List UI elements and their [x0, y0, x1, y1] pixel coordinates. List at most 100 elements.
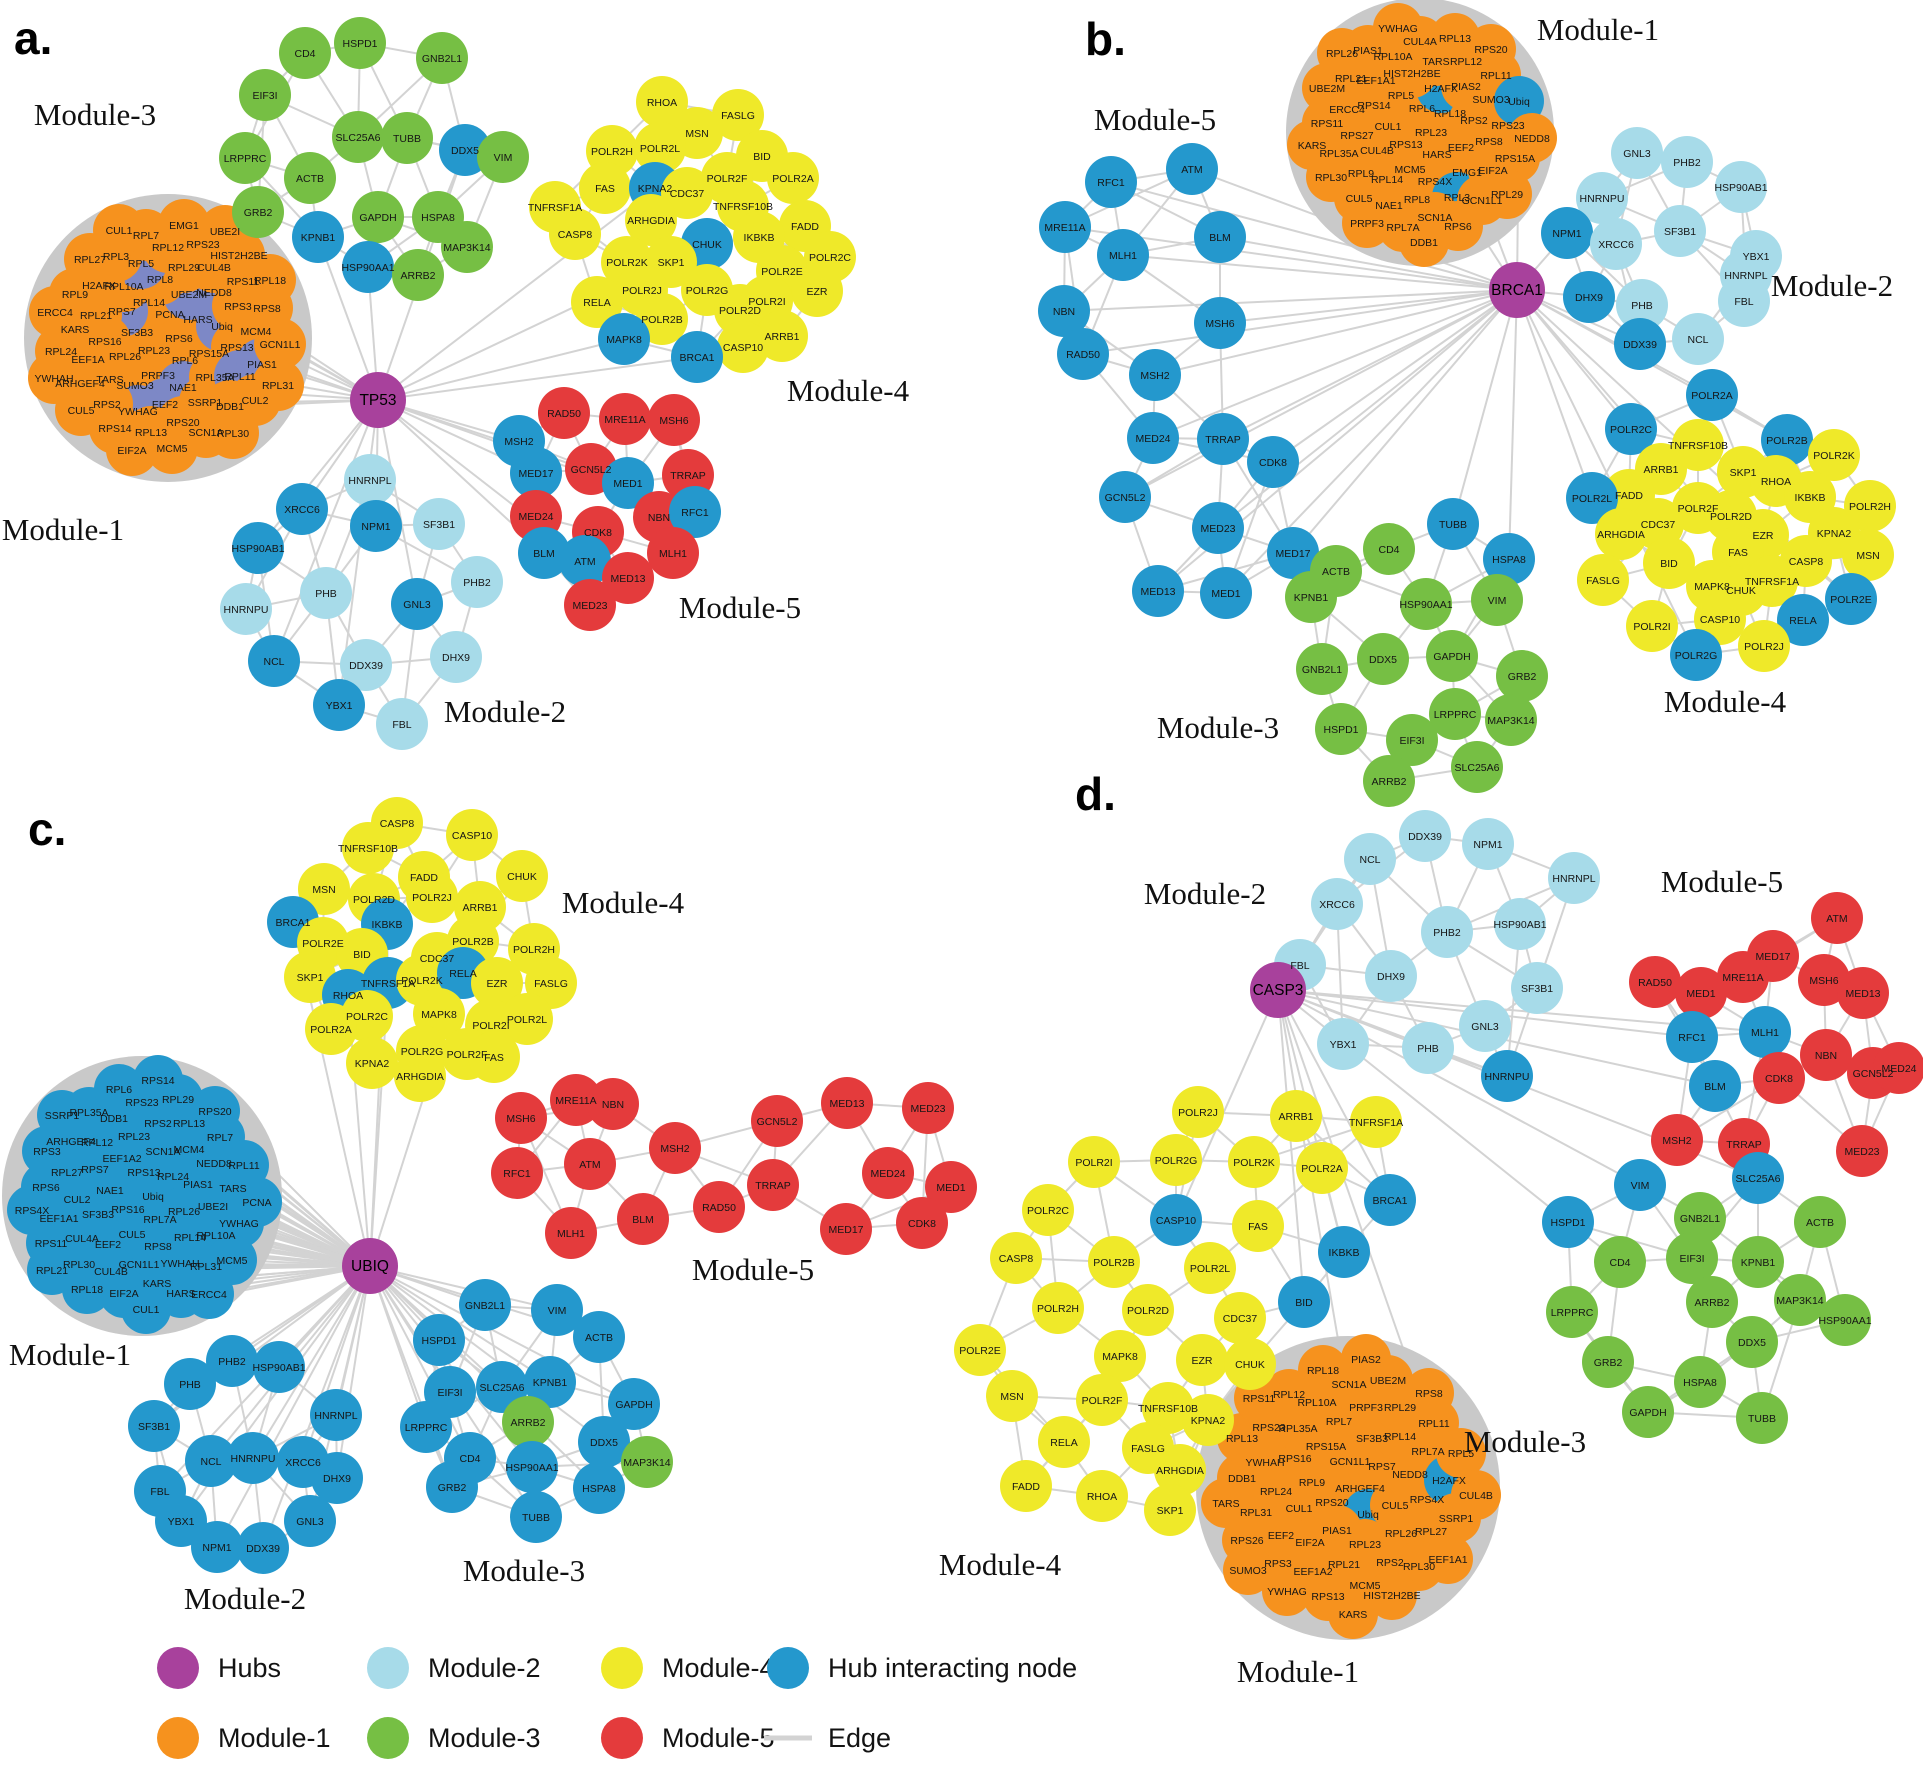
- labels-layer: CD4 HSPD1 GNB2L1 EIF3I SLC25A6 TUBB DDX5 VIM LRP…: [2, 12, 1917, 1689]
- node-RPL26: [1317, 28, 1367, 78]
- node-NCL: [185, 1435, 237, 1487]
- node-POLR2L: [1566, 472, 1618, 524]
- node-GNB2L1: [1296, 643, 1348, 695]
- hub-edge: [1292, 289, 1518, 554]
- node-DDX39: [340, 639, 392, 691]
- node-ARRB1: [756, 310, 808, 362]
- node-label: RPL12: [1273, 1389, 1305, 1401]
- node-label: H2AFX: [82, 280, 116, 292]
- node-label: PIAS2: [1451, 81, 1481, 93]
- node-CASP10: [1150, 1194, 1202, 1246]
- node-TNFRSF1A: [1350, 1096, 1402, 1148]
- node-label: ACTB: [1806, 1217, 1834, 1229]
- node-label: TARS: [1422, 56, 1449, 68]
- node-MED13: [821, 1077, 873, 1129]
- node-POLR2J: [406, 871, 458, 923]
- node-label: KPNB1: [1294, 592, 1329, 604]
- node-label: POLR2E: [1830, 594, 1871, 606]
- node-YWHAG: [1262, 1566, 1312, 1616]
- node-label: TARS: [219, 1183, 246, 1195]
- node-label: FAS: [595, 183, 615, 195]
- node-CHUK: [1224, 1338, 1276, 1390]
- node-label: NBN: [602, 1099, 624, 1111]
- node-label: RPL10A: [1297, 1397, 1336, 1409]
- hub-edge: [369, 1265, 635, 1405]
- node-label: CUL5: [1382, 1500, 1409, 1512]
- node-label: HSPA8: [1492, 554, 1526, 566]
- node-label: PHB2: [1433, 927, 1461, 939]
- legend-item-Hubs: Hubs: [157, 1647, 281, 1689]
- node-RHOA: [636, 76, 688, 128]
- node-label: SKP1: [1157, 1505, 1184, 1517]
- legend-item-Module-2: Module-2: [367, 1647, 541, 1689]
- node-CD4: [279, 27, 331, 79]
- node-TNFRSF10B: [1142, 1382, 1194, 1434]
- node-label: MED13: [1140, 586, 1175, 598]
- legend-label: Edge: [828, 1723, 891, 1753]
- node-label: BRCA1: [1372, 1195, 1407, 1207]
- node-MAPK8: [598, 313, 650, 365]
- node-label: RPL14: [174, 1232, 206, 1244]
- node-label: FASLG: [721, 110, 755, 122]
- node-HNRNPL: [344, 454, 396, 506]
- node-label: EEF1A1: [1428, 1554, 1467, 1566]
- node-label: RPL11: [228, 1160, 259, 1172]
- node-CDK8: [1247, 436, 1299, 488]
- node-label: RPS8: [1475, 136, 1503, 148]
- node-label: RPS4X: [1410, 1494, 1444, 1506]
- node-label: RPL30: [63, 1259, 95, 1271]
- hub-edge: [369, 1265, 551, 1383]
- node-label: KARS: [1339, 1609, 1368, 1621]
- node-label: FAS: [484, 1052, 504, 1064]
- node-label: RPL5: [128, 258, 154, 270]
- node-HSPA8: [1674, 1356, 1726, 1408]
- node-label: YWHAG: [1267, 1586, 1307, 1598]
- node-label: HARS: [1422, 149, 1451, 161]
- node-MED24: [862, 1147, 914, 1199]
- node-HSP90AB1: [1494, 898, 1546, 950]
- panel-letter-c: c.: [28, 803, 66, 855]
- legend-item-Module-4: Module-4: [601, 1647, 775, 1689]
- node-RPS20: [1466, 24, 1516, 74]
- node-PIAS2: [1341, 1334, 1391, 1384]
- node-label: ARHGDIA: [396, 1071, 444, 1083]
- node-label: ACTB: [296, 173, 324, 185]
- node-CASP10: [446, 809, 498, 861]
- node-label: SKP1: [1730, 467, 1757, 479]
- legend-color-swatch: [601, 1717, 643, 1759]
- node-GNB2L1: [459, 1279, 511, 1331]
- node-PCNA: [232, 1177, 282, 1227]
- node-label: RPL9: [1299, 1477, 1325, 1489]
- module-label: Module-4: [1664, 684, 1787, 719]
- node-label: GRB2: [1508, 671, 1537, 683]
- node-label: VIM: [1631, 1180, 1650, 1192]
- node-label: RPL9: [1348, 168, 1374, 180]
- node-MED1: [1675, 967, 1727, 1019]
- node-label: GCN1L1: [1330, 1456, 1371, 1468]
- node-label: POLR2A: [310, 1024, 351, 1036]
- node-label: FADD: [791, 221, 819, 233]
- node-label: SUMO3: [116, 380, 154, 392]
- node-label: BLM: [1704, 1081, 1726, 1093]
- node-label: YBX1: [1330, 1039, 1357, 1051]
- node-label: CUL4A: [65, 1233, 99, 1245]
- hub-edge: [1122, 254, 1518, 291]
- node-label: ARHGDIA: [627, 215, 675, 227]
- node-RFC1: [491, 1147, 543, 1199]
- node-POLR2F: [1076, 1374, 1128, 1426]
- node-label: DHX9: [1377, 971, 1405, 983]
- node-label: BLM: [1209, 232, 1231, 244]
- node-label: RHOA: [1761, 476, 1791, 488]
- node-label: MED13: [610, 573, 645, 585]
- node-ARHGDIA: [394, 1050, 446, 1102]
- node-label: EEF1A1: [1356, 75, 1395, 87]
- hub-edge: [1082, 289, 1518, 355]
- node-label: FBL: [392, 719, 411, 731]
- node-label: GCN1L1: [1462, 195, 1503, 207]
- node-label: TNFRSF1A: [1349, 1117, 1403, 1129]
- node-SF3B1: [413, 498, 465, 550]
- node-label: POLR2J: [1178, 1107, 1218, 1119]
- hub-edge: [1219, 236, 1518, 291]
- node-label: POLR2C: [1027, 1205, 1069, 1217]
